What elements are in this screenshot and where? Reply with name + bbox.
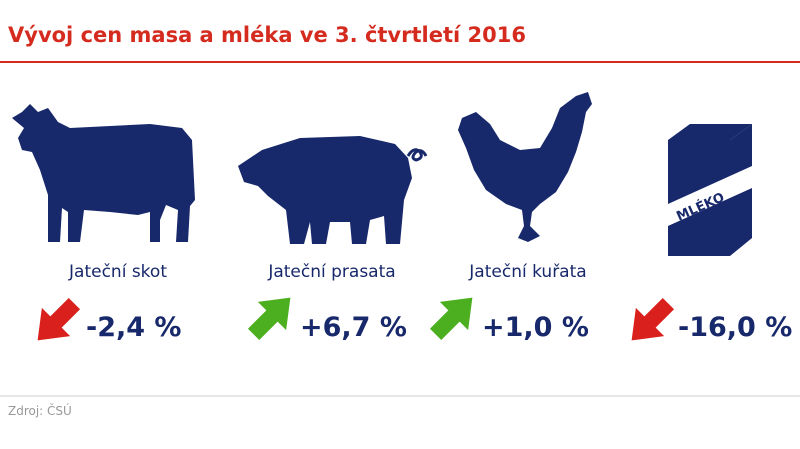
item-label: Jateční prasata: [267, 262, 395, 282]
pig-tail: [406, 148, 428, 162]
change-value: +6,7 %: [300, 312, 407, 343]
source: Zdroj: ČSÚ: [8, 403, 72, 418]
item-label: Jateční skot: [68, 262, 167, 282]
change-value: -16,0 %: [678, 312, 792, 343]
arrow-down: [37, 297, 81, 341]
arrow-down: [631, 297, 675, 341]
arrow-up: [247, 297, 291, 341]
milk-box-icon: MLÉKO: [668, 124, 752, 256]
cow-icon: [12, 104, 195, 242]
change-value: -2,4 %: [86, 312, 182, 343]
milk-box-top: [668, 124, 752, 140]
change-value: +1,0 %: [482, 312, 589, 343]
pig-icon: [238, 136, 412, 244]
arrow-up: [429, 297, 473, 341]
chicken-icon: [458, 92, 592, 242]
title: Vývoj cen masa a mléka ve 3. čtvrtletí 2…: [8, 23, 526, 47]
milk-box-band: [668, 166, 752, 226]
item-label: Jateční kuřata: [468, 262, 586, 282]
